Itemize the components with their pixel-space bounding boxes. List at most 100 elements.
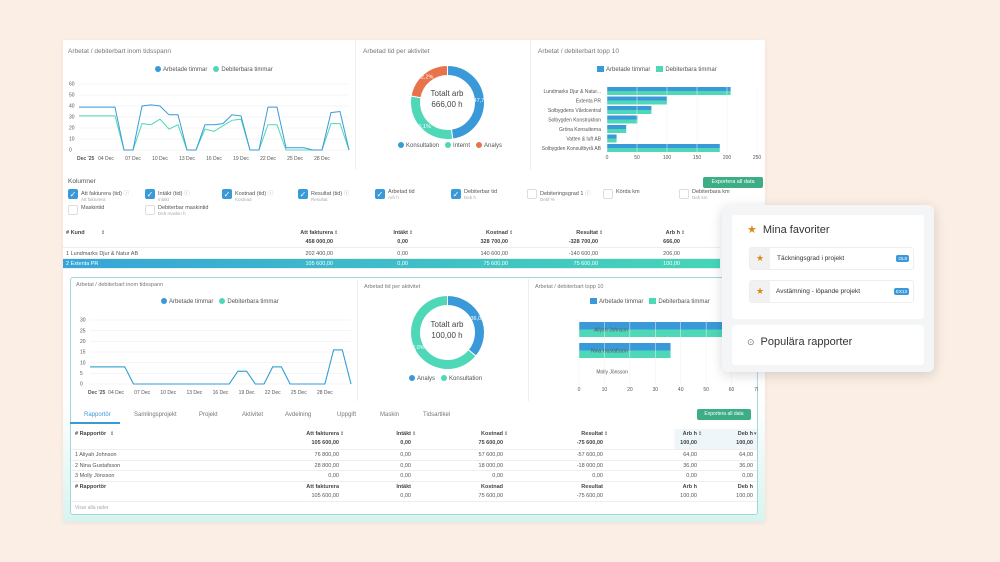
column-checkbox[interactable]: ✓ Arbetad tid Arb h (375, 189, 415, 200)
tab-samlingsprojekt[interactable]: Samlingsprojekt (134, 412, 177, 418)
table-cell: 100,00 (680, 440, 697, 446)
table-row[interactable]: 1 Aliyah Johnson 76 800,00 0,00 57 600,00 -5… (71, 450, 757, 461)
favorite-item[interactable]: ★ Täckningsgrad i projekt OL8 (749, 247, 914, 270)
table-row[interactable]: 3 Molly Jönsson 0,00 0,00 0,00 0,00 0,00 0,00 (71, 471, 757, 482)
column-checkbox[interactable]: Maskintid (68, 205, 104, 215)
help-icon[interactable]: ⓘ (343, 191, 350, 197)
sort-icon[interactable]: ⇕ (110, 431, 115, 437)
help-icon[interactable]: ⓘ (183, 191, 190, 197)
sort-icon[interactable]: ⇕ (334, 230, 339, 236)
legend-item[interactable]: Arbetade timmar (590, 298, 643, 305)
tab-aktivitet[interactable]: Aktivitet (242, 412, 264, 418)
table-row[interactable]: 2 Nina Gustafsson 28 800,00 0,00 18 000,00 -… (71, 461, 757, 471)
sort-icon[interactable]: ⇕ (681, 230, 686, 236)
category-label: Aliyah Johnson (594, 328, 628, 334)
sort-icon[interactable]: ⇕ (604, 431, 609, 437)
legend-item[interactable]: Analys (409, 375, 435, 382)
sort-icon[interactable]: ⇕ (599, 230, 604, 236)
sort-icon[interactable]: ⇕ (409, 230, 414, 236)
column-checkbox[interactable]: ✓ Resultat (tid) ⓘ Resultat (298, 189, 349, 202)
tab-uppgift[interactable]: Uppgift (337, 412, 357, 418)
column-checkbox[interactable]: ✓ Att fakturera (tid) ⓘ Att fakturera (68, 189, 129, 202)
donut-legend: Konsultation Internt Analys (398, 142, 502, 149)
star-icon[interactable]: ★ (750, 281, 770, 302)
checkbox[interactable] (68, 205, 78, 215)
checkbox[interactable] (527, 189, 537, 199)
table-cell: -75 600,00 (576, 493, 603, 499)
x-tick-label: 28 Dec (317, 390, 333, 396)
column-checkbox[interactable]: ✓ Intäkt (tid) ⓘ Intäkt (145, 189, 190, 202)
tab-maskin[interactable]: Maskin (380, 412, 400, 418)
x-tick-label: 13 Dec (179, 156, 195, 162)
sort-icon[interactable]: ⇕ (504, 431, 509, 437)
checkbox[interactable]: ✓ (451, 189, 461, 199)
tab-projekt[interactable]: Projekt (199, 412, 218, 418)
column-checkbox[interactable]: Debiterbar maskintid Deb maskin h (145, 205, 208, 216)
popular-reports-title[interactable]: Populära rapporter (760, 336, 853, 348)
donut-chart-title: Arbetad tid per aktivitet (363, 48, 430, 55)
column-checkbox[interactable]: Debiteringsgrad 1 ⓘ Debf % (527, 189, 590, 202)
x-tick-label: 28 Dec (314, 156, 330, 162)
sort-icon[interactable]: ⇕ (698, 431, 703, 437)
table-cell: 0,00 (397, 239, 408, 245)
legend-item[interactable]: Internt (445, 142, 470, 149)
legend-item[interactable]: Debiterbara timmar (649, 298, 710, 305)
donut-center-value: 666,00 h (431, 100, 463, 109)
legend-item[interactable]: Debiterbara timmar (219, 298, 279, 305)
show-all-rows-link[interactable]: Visar alla rader (75, 505, 109, 511)
bar-debiterbara (579, 350, 671, 358)
column-checkbox[interactable]: Debiterbara km Deb km (679, 189, 730, 200)
column-checkbox[interactable]: ✓ Debiterbar tid Deb h (451, 189, 497, 200)
bar-chart-legend: Arbetade timmar Debiterbara timmar (590, 298, 710, 305)
columns-title: Kolumner (68, 178, 96, 185)
column-checkbox[interactable]: ✓ Kostnad (tid) ⓘ Kostnad (222, 189, 273, 202)
table-cell: Deb h (737, 431, 753, 437)
favorite-item[interactable]: ★ Avstämning - löpande projekt EX13 (749, 280, 914, 303)
checkbox[interactable]: ✓ (298, 189, 308, 199)
checkbox[interactable]: ✓ (222, 189, 232, 199)
help-icon[interactable]: ⓘ (123, 191, 130, 197)
star-icon[interactable]: ★ (750, 248, 770, 269)
x-tick-label: 40 (678, 387, 684, 393)
popular-reports[interactable] (732, 325, 924, 365)
x-tick-label: 19 Dec (239, 390, 255, 396)
legend-item[interactable]: Arbetade timmar (161, 298, 213, 305)
legend-item[interactable]: Debiterbara timmar (213, 66, 273, 73)
sort-icon[interactable]: ⇕ (340, 431, 345, 437)
legend-item[interactable]: Arbetade timmar (155, 66, 207, 73)
checkbox[interactable]: ✓ (68, 189, 78, 199)
legend-item[interactable]: Konsultation (441, 375, 482, 382)
legend-item[interactable]: Debiterbara timmar (656, 66, 717, 73)
table-cell: 105 600,00 (311, 493, 339, 499)
legend-item[interactable]: Analys (476, 142, 502, 149)
y-tick-label: 60 (69, 82, 75, 88)
sort-icon[interactable]: ⇕ (101, 230, 106, 236)
checkbox[interactable] (145, 205, 155, 215)
divider (355, 40, 356, 170)
checkbox[interactable] (603, 189, 613, 199)
sort-icon[interactable]: ▾ (754, 431, 757, 437)
help-icon[interactable]: ⓘ (267, 191, 274, 197)
x-tick-label: 22 Dec (260, 156, 276, 162)
legend-item[interactable]: Arbetade timmar (597, 66, 650, 73)
help-icon[interactable]: ⓘ (584, 191, 591, 197)
tab-rapportör[interactable]: Rapportör (70, 408, 120, 424)
export-all-button[interactable]: Exportera all data (697, 409, 751, 420)
checkbox[interactable]: ✓ (375, 189, 385, 199)
checkbox[interactable]: ✓ (145, 189, 155, 199)
bar-debiterbara (607, 91, 731, 95)
table-row[interactable]: 1 Lundmarks Djur & Natur AB 202 400,00 0,0… (63, 249, 720, 259)
sort-icon[interactable]: ⇕ (412, 431, 417, 437)
tab-avdelning[interactable]: Avdelning (285, 412, 312, 418)
legend-item[interactable]: Konsultation (398, 142, 439, 149)
export-all-button[interactable]: Exportera all data (703, 177, 763, 188)
table-cell: Att fakturera (300, 230, 333, 236)
column-checkbox[interactable]: Körda km (603, 189, 640, 199)
table-cell: 64,00 (739, 452, 753, 458)
table-cell: 666,00 (663, 239, 680, 245)
tab-tidsartikel[interactable]: Tidsartikel (423, 412, 451, 418)
table-row[interactable]: 2 Extenta PR 105 600,00 0,00 75 600,00 75 60… (63, 259, 720, 269)
checkbox[interactable] (679, 189, 689, 199)
table-cell: 3 Molly Jönsson (75, 473, 115, 479)
sort-icon[interactable]: ⇕ (509, 230, 514, 236)
